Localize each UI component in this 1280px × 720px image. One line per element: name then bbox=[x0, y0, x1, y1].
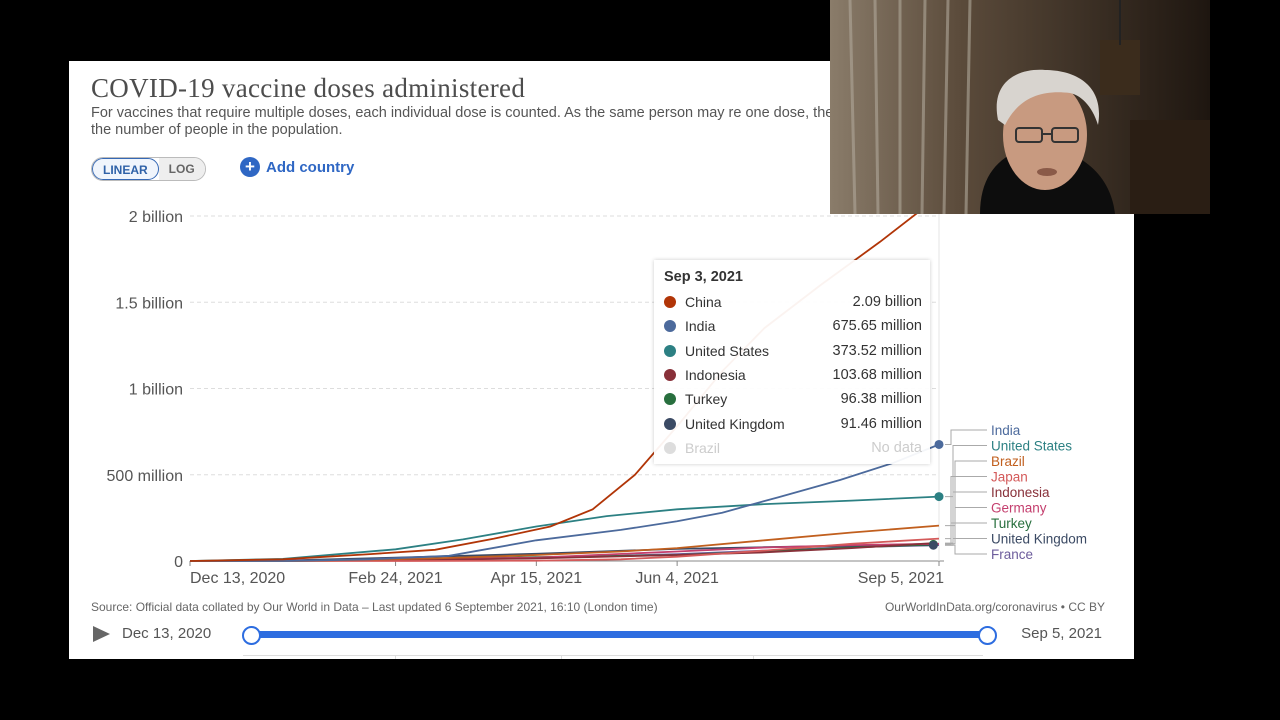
y-tick-label: 1.5 billion bbox=[115, 295, 183, 312]
series-color-dot bbox=[664, 320, 676, 333]
tooltip-row: Brazil No data bbox=[664, 438, 922, 458]
timeline-slider: Dec 13, 2020 Sep 5, 2021 bbox=[91, 623, 1111, 647]
legend-connector bbox=[945, 429, 987, 445]
tooltip-row: United States 373.52 million bbox=[664, 341, 922, 361]
tooltip-country: Indonesia bbox=[685, 366, 746, 383]
legend-label-japan: Japan bbox=[991, 470, 1028, 485]
series-color-dot bbox=[664, 417, 676, 430]
legend-label-france: France bbox=[991, 547, 1033, 562]
tooltip-value: 675.65 million bbox=[832, 318, 922, 335]
tooltip-country: United Kingdom bbox=[685, 415, 785, 432]
y-tick-label: 500 million bbox=[107, 468, 183, 485]
tooltip-value: 103.68 million bbox=[832, 366, 922, 383]
timeline-start-label: Dec 13, 2020 bbox=[122, 625, 212, 642]
series-color-dot bbox=[664, 296, 676, 308]
tooltip-country: China bbox=[685, 294, 722, 310]
tab-strip bbox=[243, 655, 983, 659]
series-line-united-states bbox=[189, 495, 940, 562]
series-line-japan bbox=[190, 537, 940, 562]
linear-scale-button[interactable]: LINEAR bbox=[92, 158, 159, 180]
series-marker-united-kingdom bbox=[928, 540, 938, 550]
x-tick-label: Apr 15, 2021 bbox=[491, 570, 583, 587]
tooltip-value: 91.46 million bbox=[840, 415, 922, 432]
tooltip-value: 2.09 billion bbox=[852, 294, 922, 310]
tooltip-row: United Kingdom 91.46 million bbox=[664, 414, 922, 434]
tooltip-value: 96.38 million bbox=[840, 391, 922, 408]
log-scale-button[interactable]: LOG bbox=[158, 158, 205, 180]
legend-label-germany: Germany bbox=[991, 501, 1047, 516]
timeline-end-handle[interactable] bbox=[978, 626, 997, 645]
x-tick-label: Sep 5, 2021 bbox=[858, 570, 944, 587]
y-tick-label: 2 billion bbox=[129, 209, 183, 226]
legend-label-united-states: United States bbox=[991, 439, 1072, 454]
credit-link[interactable]: OurWorldInData.org/coronavirus • CC BY bbox=[884, 600, 1105, 614]
tooltip-row: India 675.65 million bbox=[664, 316, 922, 336]
hover-tooltip: Sep 3, 2021 China 2.09 billion India 675.65… bbox=[654, 260, 930, 464]
tooltip-row: Turkey 96.38 million bbox=[664, 389, 922, 409]
legend-connector bbox=[945, 460, 987, 527]
series-color-dot bbox=[664, 368, 676, 381]
timeline-end-label: Sep 5, 2021 bbox=[1021, 625, 1102, 642]
tooltip-date: Sep 3, 2021 bbox=[664, 269, 743, 285]
tooltip-country: India bbox=[685, 318, 716, 335]
tooltip-row: China 2.09 billion bbox=[664, 292, 922, 312]
source-note: Source: Official data collated by Our Wo… bbox=[91, 600, 658, 614]
legend-connector bbox=[945, 491, 987, 544]
tooltip-country: Brazil bbox=[685, 439, 721, 456]
play-icon[interactable] bbox=[93, 626, 110, 642]
series-marker-india bbox=[934, 439, 944, 449]
x-tick-label: Feb 24, 2021 bbox=[348, 570, 442, 587]
add-country-button[interactable]: + Add country bbox=[240, 157, 354, 177]
series-color-dot bbox=[664, 441, 676, 454]
x-tick-label: Jun 4, 2021 bbox=[635, 570, 719, 587]
series-marker-united-states bbox=[934, 492, 944, 502]
add-country-label: Add country bbox=[266, 158, 355, 176]
legend-label-united-kingdom: United Kingdom bbox=[991, 532, 1087, 547]
series-line-india bbox=[190, 443, 940, 562]
legend-connector bbox=[945, 445, 987, 498]
scale-toggle: LINEAR LOG bbox=[91, 157, 206, 181]
chart-subtitle: For vaccines that require multiple doses… bbox=[91, 105, 1070, 138]
x-tick-label: Dec 13, 2020 bbox=[190, 570, 285, 587]
legend-connector bbox=[945, 476, 987, 540]
tooltip-country: United States bbox=[685, 342, 770, 359]
legend-label-turkey: Turkey bbox=[991, 516, 1032, 531]
timeline-start-handle[interactable] bbox=[242, 626, 261, 645]
tooltip-row: Indonesia 103.68 million bbox=[664, 365, 922, 385]
legend-label-india: India bbox=[991, 423, 1021, 438]
chart-title: COVID-19 vaccine doses administered bbox=[91, 73, 526, 103]
y-tick-label: 0 bbox=[174, 554, 183, 571]
plus-circle-icon: + bbox=[240, 157, 260, 177]
webcam-video-feed bbox=[830, 0, 1210, 214]
tooltip-value: 373.52 million bbox=[832, 342, 922, 359]
legend-connector bbox=[945, 522, 987, 545]
legend-connector bbox=[945, 507, 987, 545]
series-color-dot bbox=[664, 393, 676, 406]
series-color-dot bbox=[664, 344, 676, 357]
legend-connector bbox=[945, 544, 987, 555]
legend-label-brazil: Brazil bbox=[991, 454, 1025, 469]
timeline-track[interactable] bbox=[251, 631, 987, 638]
y-tick-label: 1 billion bbox=[129, 382, 183, 399]
legend-label-indonesia: Indonesia bbox=[991, 485, 1050, 500]
tooltip-country: Turkey bbox=[685, 391, 728, 408]
tooltip-value: No data bbox=[871, 439, 922, 456]
line-chart[interactable]: 0 500 million 1 billion 1.5 billion 2 billio… bbox=[69, 61, 1134, 601]
